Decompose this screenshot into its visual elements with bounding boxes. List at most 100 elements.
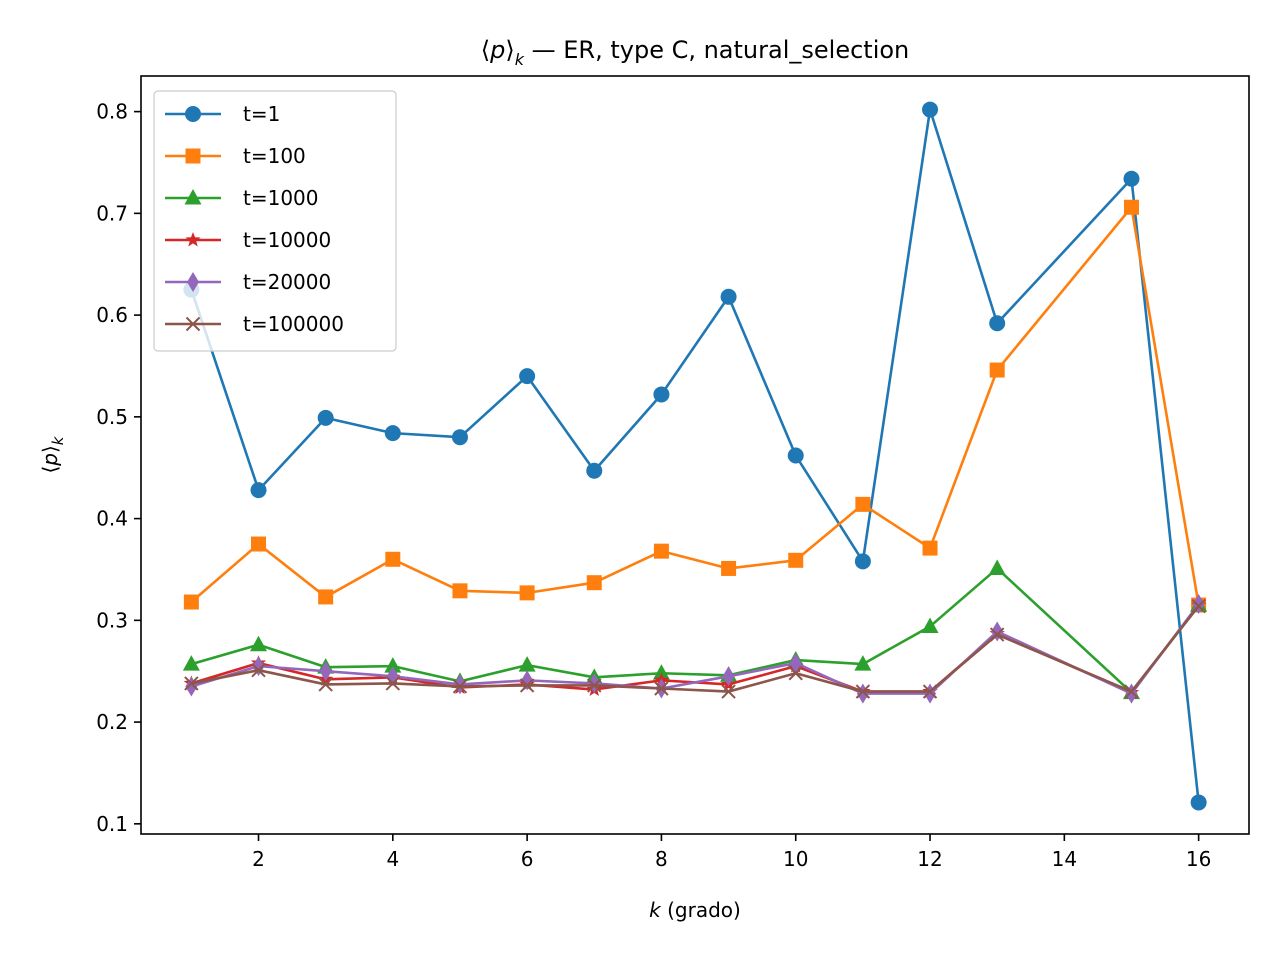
data-point	[518, 656, 536, 672]
data-point	[722, 666, 735, 687]
y-tick-label: 0.5	[96, 405, 128, 429]
data-point	[250, 635, 268, 652]
x-tick-label: 2	[252, 847, 265, 871]
data-point	[586, 462, 603, 479]
data-point	[385, 551, 401, 567]
data-point	[183, 594, 199, 610]
data-point	[184, 676, 199, 691]
x-tick-label: 12	[917, 847, 942, 871]
y-tick-label: 0.3	[96, 608, 128, 632]
data-point	[251, 536, 267, 552]
data-point	[384, 425, 401, 442]
data-point	[989, 362, 1005, 378]
x-tick-label: 8	[655, 847, 668, 871]
data-point	[318, 677, 333, 692]
x-tick-label: 4	[386, 847, 399, 871]
data-point	[1124, 684, 1139, 699]
data-point	[519, 585, 535, 601]
y-tick-label: 0.7	[96, 201, 128, 225]
data-point	[385, 676, 401, 691]
x-axis-ticks: 2 4 6 8 10 12 14 16	[252, 834, 1211, 871]
data-point	[720, 288, 737, 305]
data-point	[653, 543, 669, 559]
data-point	[1191, 598, 1206, 614]
data-point	[921, 617, 939, 633]
data-point	[922, 540, 938, 556]
legend-marker	[185, 106, 201, 122]
legend-item: t=100000	[165, 312, 344, 336]
data-point	[787, 447, 804, 464]
data-point	[721, 684, 736, 699]
data-point	[789, 653, 802, 674]
data-point	[855, 496, 871, 512]
data-point	[989, 315, 1006, 332]
data-point	[922, 684, 938, 699]
data-point	[452, 679, 468, 694]
data-point	[788, 552, 804, 568]
chart-title: ⟨p⟩k — ER, type C, natural_selection	[481, 36, 910, 69]
legend-marker	[185, 232, 201, 247]
legend-label: t=20000	[243, 270, 331, 294]
legend-item: t=100	[165, 144, 306, 168]
data-point	[1123, 170, 1140, 187]
data-point	[653, 386, 670, 403]
x-tick-label: 6	[521, 847, 534, 871]
y-tick-label: 0.6	[96, 303, 128, 327]
plot-series	[182, 101, 1208, 811]
data-point	[452, 583, 468, 599]
y-tick-label: 0.2	[96, 710, 128, 734]
data-point	[654, 681, 669, 696]
y-tick-label: 0.8	[96, 100, 128, 124]
series-t=100	[183, 199, 1207, 613]
legend-label: t=100000	[243, 312, 344, 336]
x-tick-label: 10	[783, 847, 808, 871]
y-axis-ticks: 0.1 0.2 0.3 0.4 0.5 0.6 0.7 0.8	[96, 100, 141, 836]
data-point	[317, 409, 334, 426]
data-point	[1123, 199, 1139, 215]
data-point	[519, 678, 535, 693]
legend-label: t=100	[243, 144, 306, 168]
data-point	[989, 627, 1005, 642]
series-t=100000	[184, 598, 1206, 699]
data-point	[855, 684, 871, 699]
data-point	[519, 368, 536, 385]
data-point	[182, 655, 200, 671]
data-point	[788, 666, 803, 681]
x-tick-label: 16	[1186, 847, 1211, 871]
y-axis-label: ⟨p⟩k	[38, 435, 67, 473]
legend-marker	[185, 316, 201, 332]
data-point	[922, 101, 939, 118]
data-point	[586, 575, 602, 591]
data-point	[721, 560, 737, 576]
legend-label: t=1000	[243, 186, 319, 210]
plot-frame	[140, 75, 1250, 835]
data-point	[451, 429, 468, 446]
data-point	[384, 657, 402, 673]
legend-marker	[185, 148, 201, 164]
series-t=1	[183, 101, 1207, 811]
data-point	[988, 559, 1006, 575]
legend-item: t=10000	[165, 228, 331, 252]
data-point	[652, 664, 670, 680]
data-point	[318, 589, 334, 605]
data-point	[251, 662, 266, 678]
legend-item: t=1	[165, 102, 280, 126]
legend: t=1 t=100 t=1000 t=10000 t=20000 t=100000	[153, 90, 397, 352]
legend-item: t=1000	[165, 186, 319, 210]
x-axis-label: k (grado)	[649, 898, 741, 922]
legend-label: t=1	[243, 102, 280, 126]
data-point	[854, 655, 872, 671]
data-point	[587, 678, 602, 693]
data-point	[1190, 794, 1207, 811]
legend-marker	[187, 272, 199, 292]
y-tick-label: 0.4	[96, 507, 128, 531]
data-point	[854, 553, 871, 570]
x-tick-label: 14	[1052, 847, 1077, 871]
data-point	[250, 482, 267, 499]
legend-marker	[184, 189, 202, 205]
legend-item: t=20000	[165, 270, 331, 294]
y-tick-label: 0.1	[96, 812, 128, 836]
data-point	[319, 661, 332, 682]
legend-label: t=10000	[243, 228, 331, 252]
